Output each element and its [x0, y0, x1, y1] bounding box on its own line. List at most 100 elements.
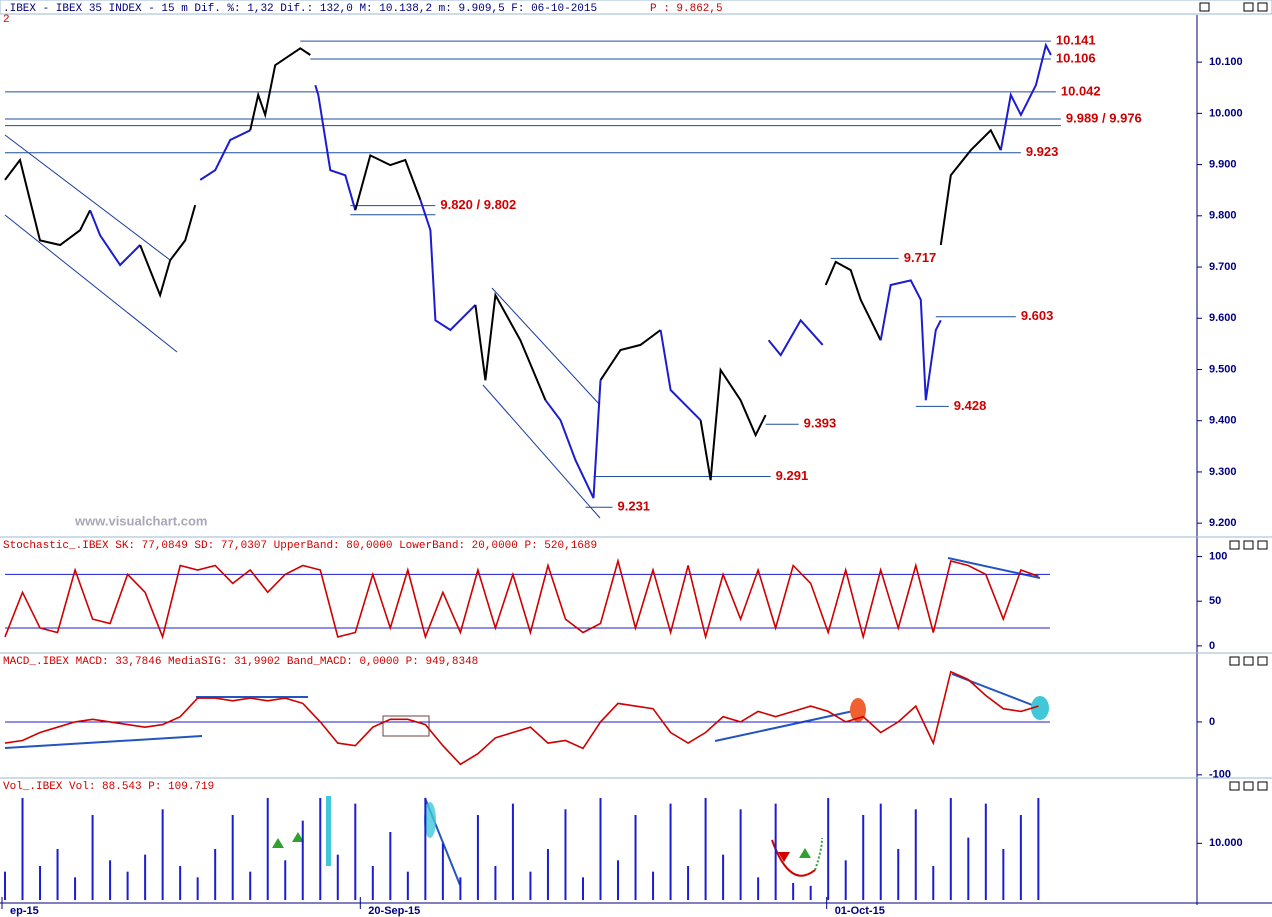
- volume-bar: [599, 797, 602, 900]
- volume-bar: [669, 803, 672, 900]
- volume-bar: [809, 885, 812, 900]
- volume-bar: [739, 809, 742, 900]
- volume-bar: [494, 865, 497, 900]
- panel-button[interactable]: [1229, 781, 1240, 791]
- volume-bar: [441, 843, 444, 900]
- panel-button[interactable]: [1243, 540, 1254, 550]
- series-line: [544, 380, 602, 499]
- level-label: 9.231: [618, 499, 651, 514]
- volume-bar: [126, 871, 129, 900]
- y-tick-label: 9.900: [1209, 158, 1237, 170]
- volume-bar: [879, 803, 882, 900]
- series-line: [4, 557, 1039, 641]
- series-line: [89, 209, 141, 267]
- panel-button[interactable]: [1257, 656, 1268, 666]
- level-label: 9.989 / 9.976: [1066, 110, 1142, 125]
- volume-bar: [984, 803, 987, 900]
- volume-bar: [424, 797, 427, 900]
- level-label: 10.106: [1056, 50, 1096, 65]
- volume-bar: [932, 865, 935, 900]
- volume-bar: [231, 814, 234, 900]
- volume-bar: [529, 871, 532, 900]
- y-tick-label: -100: [1209, 769, 1231, 781]
- y-tick-label: 10.100: [1209, 56, 1243, 68]
- volume-bar: [371, 865, 374, 900]
- channel-line: [4, 214, 178, 353]
- y-tick-label: 10.000: [1209, 107, 1243, 119]
- y-tick-label: 9.300: [1209, 466, 1237, 478]
- volume-bar: [564, 809, 567, 900]
- volume-bar: [354, 803, 357, 900]
- volume-bar: [704, 797, 707, 900]
- level-label: 9.923: [1026, 144, 1059, 159]
- indicator-annotations: [4, 557, 1049, 886]
- volume-bar: [722, 854, 725, 900]
- y-tick-label: 10.000: [1209, 837, 1243, 849]
- volume-bar: [389, 831, 392, 900]
- series-line: [699, 367, 767, 481]
- panel-title: Vol_.IBEX Vol: 88.543 P: 109.719: [3, 781, 214, 793]
- panel-button[interactable]: [1257, 540, 1268, 550]
- highlight-marker: [1031, 696, 1049, 720]
- series-line: [939, 128, 1002, 246]
- volume-bar: [827, 797, 830, 900]
- volume-bar: [214, 848, 217, 900]
- highlight-marker: [424, 802, 436, 838]
- volume-bar: [266, 797, 269, 900]
- series-line: [824, 260, 882, 341]
- series-line: [314, 84, 357, 211]
- window-price: P : 9.862,5: [650, 3, 723, 15]
- volume-bar: [774, 803, 777, 900]
- series-line: [879, 279, 942, 401]
- panel-marker: 2: [3, 14, 10, 26]
- y-tick-label: 0: [1209, 640, 1215, 652]
- level-label: 10.042: [1061, 83, 1101, 98]
- y-tick-label: 9.400: [1209, 415, 1237, 427]
- volume-bar: [792, 882, 795, 900]
- volume-bar: [74, 877, 77, 900]
- window-title: .IBEX - IBEX 35 INDEX - 15 m Dif. %: 1,3…: [3, 3, 597, 15]
- volume-bar: [459, 877, 462, 900]
- minimize-button[interactable]: [1199, 2, 1210, 12]
- volume-bar: [319, 797, 322, 900]
- volume-bar: [336, 854, 339, 900]
- panel-button[interactable]: [1243, 656, 1254, 666]
- volume-bar: [757, 877, 760, 900]
- series-line: [199, 129, 251, 181]
- highlight-box: [382, 715, 430, 737]
- series-line: [767, 318, 824, 357]
- panel-button[interactable]: [1229, 656, 1240, 666]
- window-buttons[interactable]: [1199, 2, 1268, 12]
- series-line: [4, 670, 1039, 766]
- level-label: 9.393: [804, 416, 837, 431]
- volume-bar: [109, 860, 112, 900]
- volume-bar: [476, 814, 479, 900]
- y-tick-label: 9.700: [1209, 261, 1237, 273]
- panel-title: MACD_.IBEX MACD: 33,7846 MediaSIG: 31,99…: [3, 656, 478, 668]
- panel-button[interactable]: [1229, 540, 1240, 550]
- volume-bar: [284, 860, 287, 900]
- volume-bar: [652, 871, 655, 900]
- volume-bar: [91, 814, 94, 900]
- panel-button[interactable]: [1257, 781, 1268, 791]
- y-tick-label: 9.600: [1209, 312, 1237, 324]
- trend-channels: [4, 134, 601, 519]
- y-tick-label: 100: [1209, 550, 1227, 562]
- channel-line: [482, 384, 601, 519]
- series-line: [4, 157, 91, 247]
- level-label: 9.428: [954, 398, 987, 413]
- series-line: [354, 153, 422, 211]
- level-label: 9.820 / 9.802: [440, 197, 516, 212]
- panel-buttons[interactable]: [1229, 540, 1268, 791]
- y-tick-label: 0: [1209, 716, 1215, 728]
- close-button[interactable]: [1257, 2, 1268, 12]
- level-label: 10.141: [1056, 33, 1096, 48]
- highlight-marker: [850, 698, 866, 722]
- volume-bar: [249, 871, 252, 900]
- panel-button[interactable]: [1243, 781, 1254, 791]
- maximize-button[interactable]: [1243, 2, 1254, 12]
- volume-bar: [687, 865, 690, 900]
- level-label: 9.717: [904, 250, 937, 265]
